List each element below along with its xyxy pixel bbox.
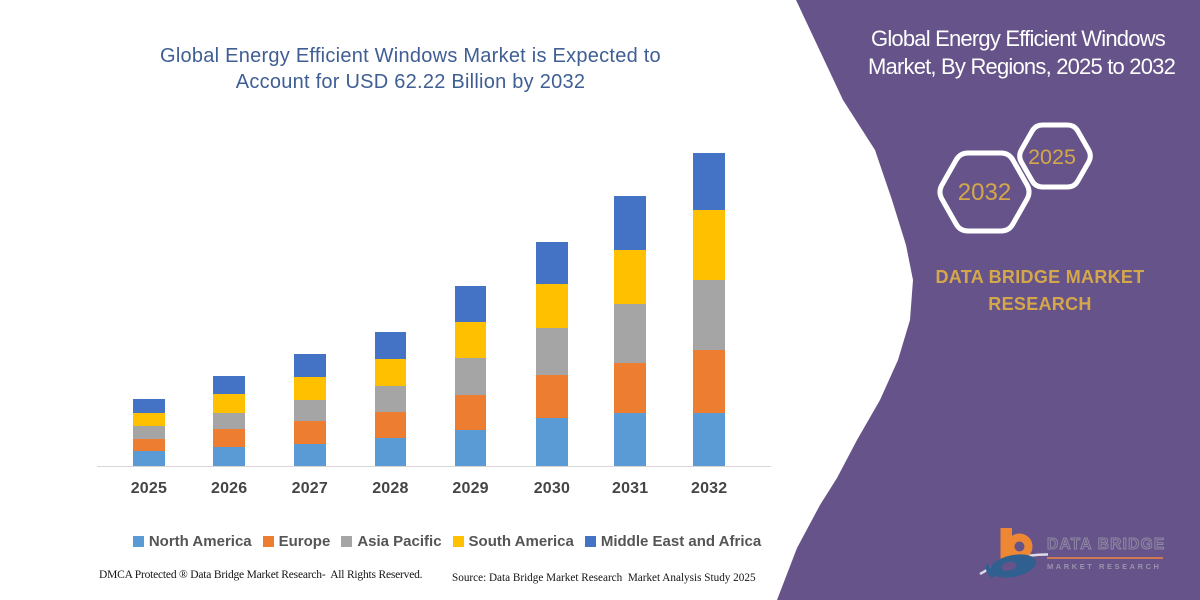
svg-text:2025: 2025: [1028, 145, 1076, 169]
svg-text:2032: 2032: [958, 179, 1011, 206]
